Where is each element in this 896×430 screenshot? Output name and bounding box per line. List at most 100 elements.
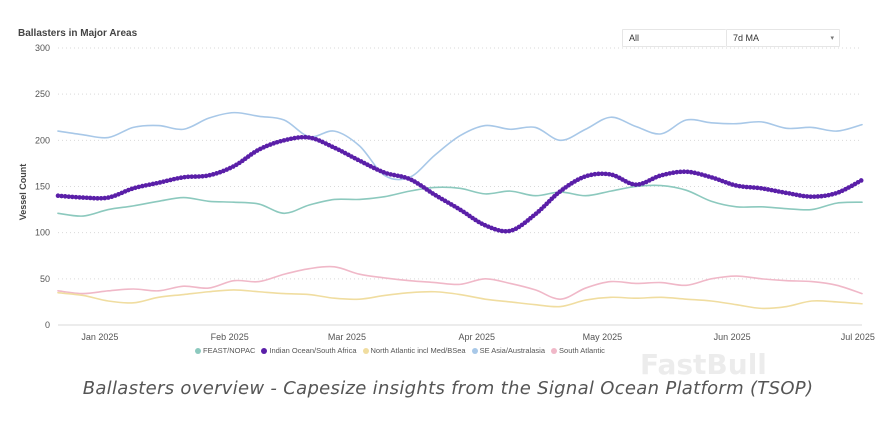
series-marker <box>274 139 280 145</box>
series-marker <box>783 190 789 196</box>
series-marker <box>804 194 810 199</box>
series-marker <box>182 174 187 180</box>
legend-item[interactable]: North Atlantic incl Med/BSea <box>362 346 466 355</box>
legend-label: FEAST/NOPAC <box>203 346 256 355</box>
series-marker <box>815 194 821 199</box>
series-marker <box>164 178 170 184</box>
series-marker <box>585 173 591 178</box>
series-marker <box>150 181 156 187</box>
series-marker <box>88 195 93 201</box>
legend-item[interactable]: SE Asia/Australasia <box>471 346 546 355</box>
series-marker <box>811 194 817 199</box>
series-marker <box>599 171 605 177</box>
series-marker <box>776 189 781 194</box>
y-tick-label: 100 <box>35 228 50 238</box>
series-marker <box>66 194 72 199</box>
series-marker <box>80 195 86 200</box>
x-tick-label: May 2025 <box>583 332 623 342</box>
moving-average-dropdown-value: 7d MA <box>733 33 760 43</box>
series-marker <box>747 184 753 190</box>
series-marker <box>91 195 97 201</box>
series-marker <box>295 135 301 140</box>
series-marker <box>175 176 180 181</box>
series-line-se-asia-australasia[interactable] <box>57 111 863 181</box>
legend-label: SE Asia/Australasia <box>479 346 546 355</box>
series-marker <box>790 191 796 197</box>
series-line-south-atlantic[interactable] <box>57 265 863 300</box>
series-group <box>55 111 864 310</box>
series-marker <box>685 169 690 175</box>
legend-item[interactable]: Indian Ocean/South Africa <box>261 346 357 355</box>
series-marker <box>706 174 711 179</box>
series-marker <box>154 180 159 186</box>
series-marker <box>656 173 662 179</box>
series-marker <box>779 189 785 195</box>
chart-legend: FEAST/NOPAC Indian Ocean/South Africa Nort… <box>195 346 775 355</box>
series-marker <box>147 182 152 187</box>
legend-item[interactable]: FEAST/NOPAC <box>195 346 255 355</box>
series-marker <box>663 171 669 177</box>
series-marker <box>395 173 401 179</box>
x-tick-label: Jul 2025 <box>841 332 875 342</box>
series-marker <box>70 194 75 200</box>
x-tick-label: Mar 2025 <box>328 332 366 342</box>
series-marker <box>822 193 828 199</box>
series-marker <box>629 181 635 187</box>
series-marker <box>193 174 198 179</box>
series-marker <box>157 180 163 185</box>
series-marker <box>105 195 111 200</box>
y-tick-label: 0 <box>45 320 50 330</box>
series-marker <box>203 173 209 179</box>
series-marker <box>797 193 803 198</box>
series-marker <box>84 195 90 201</box>
series-marker <box>168 177 173 183</box>
legend-label: South Atlantic <box>559 346 605 355</box>
series-marker <box>299 134 304 140</box>
legend-marker <box>471 347 478 354</box>
series-marker <box>678 169 683 175</box>
series-marker <box>59 193 64 199</box>
series-marker <box>808 194 813 199</box>
series-marker <box>95 196 100 201</box>
series-marker <box>637 182 642 187</box>
series-marker <box>306 135 312 140</box>
series-marker <box>161 179 166 184</box>
series-marker <box>733 183 739 188</box>
legend-item[interactable]: South Atlantic <box>551 346 605 355</box>
range-dropdown-value: All <box>629 33 640 43</box>
line-chart: 0 50 100 150 200 250 300 Jan 2025 Feb 2025 Mar 2… <box>18 43 875 342</box>
chart-title: Ballasters in Major Areas <box>18 28 138 39</box>
series-marker <box>772 188 778 194</box>
range-dropdown[interactable]: All <box>622 29 726 47</box>
series-marker <box>670 170 676 176</box>
series-line-north-atlantic-incl-med-bsea[interactable] <box>57 289 863 310</box>
series-marker <box>596 171 601 177</box>
series-marker <box>506 228 512 234</box>
x-tick-label: Jan 2025 <box>81 332 118 342</box>
series-line-feast-nopac[interactable] <box>57 184 863 217</box>
legend-marker <box>261 347 268 354</box>
series-marker <box>751 185 757 190</box>
y-tick-label: 150 <box>35 182 50 192</box>
series-marker <box>398 174 404 179</box>
legend-label: North Atlantic incl Med/BSea <box>370 346 466 355</box>
x-axis: Jan 2025 Feb 2025 Mar 2025 Apr 2025 May 2025… <box>81 332 874 342</box>
series-line-indian-ocean-south-africa[interactable] <box>56 135 864 233</box>
series-marker <box>765 187 771 192</box>
series-marker <box>826 192 831 198</box>
y-axis: 0 50 100 150 200 250 300 <box>35 43 50 330</box>
series-marker <box>129 186 135 192</box>
x-tick-label: Apr 2025 <box>458 332 495 342</box>
y-tick-label: 300 <box>35 43 50 53</box>
watermark: FastBull <box>640 348 767 381</box>
series-marker <box>496 227 501 233</box>
series-marker <box>73 194 79 200</box>
series-marker <box>606 171 612 177</box>
series-marker <box>77 195 82 200</box>
figure-caption: Ballasters overview - Capesize insights … <box>82 378 814 399</box>
series-marker <box>288 136 294 142</box>
series-marker <box>136 184 142 190</box>
series-marker <box>302 134 308 140</box>
moving-average-dropdown[interactable]: 7d MA ▾ <box>726 29 840 47</box>
series-marker <box>285 137 290 142</box>
